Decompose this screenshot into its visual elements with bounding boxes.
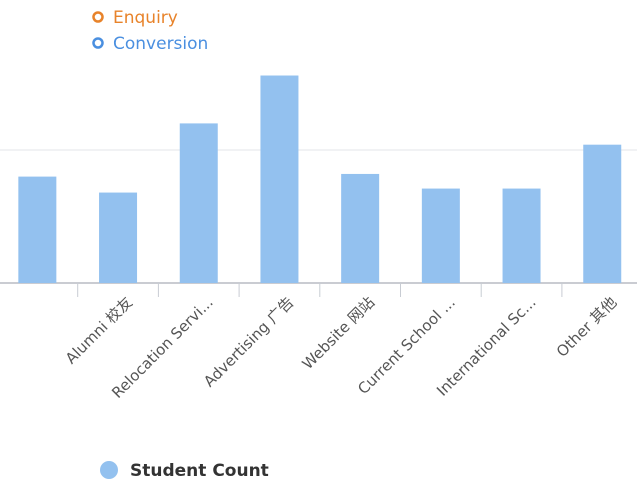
legend-label: Conversion bbox=[113, 34, 208, 54]
bar bbox=[421, 188, 460, 283]
x-tick-label: Website 网站 bbox=[299, 293, 379, 373]
legend-marker bbox=[100, 461, 118, 479]
bar bbox=[260, 75, 299, 284]
bar bbox=[583, 144, 622, 283]
legend-marker bbox=[92, 11, 104, 23]
bar bbox=[341, 173, 380, 283]
bar bbox=[99, 192, 138, 283]
bar bbox=[18, 176, 57, 283]
bar bbox=[502, 188, 541, 283]
legend-label: Enquiry bbox=[113, 8, 178, 28]
bar bbox=[179, 123, 218, 284]
x-tick-label: Other 其他 bbox=[553, 293, 620, 360]
legend-label: Student Count bbox=[130, 461, 269, 481]
x-tick-label: Alumni 校友 bbox=[62, 293, 136, 367]
legend-marker bbox=[92, 37, 104, 49]
